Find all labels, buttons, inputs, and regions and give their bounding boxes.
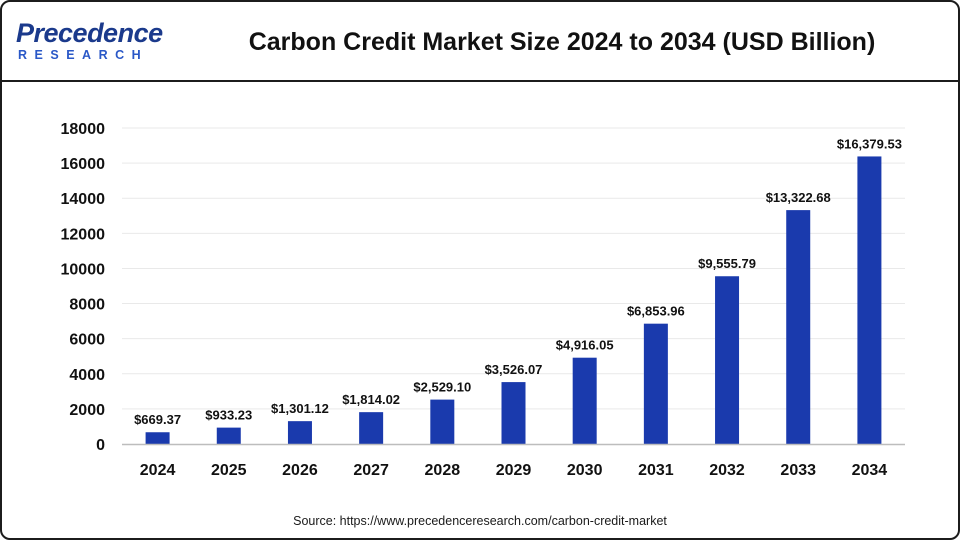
bar xyxy=(430,399,455,444)
data-label: $1,814.02 xyxy=(342,392,400,407)
bar-chart: 0 2000 4000 6000 8000 10000 12000 14000 16000 180… xyxy=(61,121,905,479)
header: Precedence RESEARCH Carbon Credit Market… xyxy=(2,2,958,82)
y-tick-label: 10000 xyxy=(61,261,106,278)
y-tick-label: 18000 xyxy=(61,121,106,138)
x-tick-label: 2026 xyxy=(282,462,318,479)
x-tick-label: 2024 xyxy=(140,462,176,479)
logo-subtitle: RESEARCH xyxy=(18,48,149,62)
bar xyxy=(643,323,668,444)
data-label: $933.23 xyxy=(205,408,252,423)
x-tick-label: 2027 xyxy=(353,462,389,479)
bars xyxy=(145,156,882,444)
logo-wordmark: Precedence xyxy=(16,18,163,48)
data-label: $3,526.07 xyxy=(485,362,543,377)
x-tick-label: 2028 xyxy=(425,462,461,479)
source-citation: Source: https://www.precedenceresearch.c… xyxy=(293,514,667,528)
gridlines xyxy=(122,127,905,410)
bar xyxy=(786,210,811,444)
data-label: $9,555.79 xyxy=(698,256,756,271)
data-label: $16,379.53 xyxy=(837,136,902,151)
x-tick-label: 2030 xyxy=(567,462,603,479)
y-tick-label: 8000 xyxy=(69,297,105,314)
x-tick-label: 2033 xyxy=(780,462,816,479)
bar xyxy=(359,412,384,444)
bar xyxy=(857,156,882,444)
data-label: $669.37 xyxy=(134,412,181,427)
data-label: $6,853.96 xyxy=(627,304,685,319)
x-tick-label: 2032 xyxy=(709,462,745,479)
bar xyxy=(501,382,526,444)
x-tick-label: 2034 xyxy=(852,462,888,479)
y-tick-label: 6000 xyxy=(69,332,105,349)
bar xyxy=(216,427,241,444)
bar xyxy=(287,421,312,444)
y-axis-ticks: 0 2000 4000 6000 8000 10000 12000 14000 16000 180… xyxy=(61,121,106,454)
y-tick-label: 14000 xyxy=(61,191,106,208)
bar xyxy=(572,357,597,444)
bar xyxy=(145,432,170,444)
data-label: $4,916.05 xyxy=(556,338,614,353)
x-tick-label: 2031 xyxy=(638,462,674,479)
data-labels: $669.37 $933.23 $1,301.12 $1,814.02 $2,529.1… xyxy=(134,136,902,427)
chart-title: Carbon Credit Market Size 2024 to 2034 (… xyxy=(248,28,876,56)
bar xyxy=(715,276,740,444)
y-tick-label: 12000 xyxy=(61,226,106,243)
x-tick-label: 2025 xyxy=(211,462,247,479)
x-tick-label: 2029 xyxy=(496,462,532,479)
data-label: $13,322.68 xyxy=(766,190,831,205)
data-label: $2,529.10 xyxy=(413,380,471,395)
y-tick-label: 4000 xyxy=(69,367,105,384)
y-tick-label: 0 xyxy=(96,437,105,454)
y-tick-label: 16000 xyxy=(61,156,106,173)
data-label: $1,301.12 xyxy=(271,401,329,416)
x-axis-ticks: 2024 2025 2026 2027 2028 2029 2030 2031 2032 2033… xyxy=(140,462,888,479)
brand-logo: Precedence RESEARCH xyxy=(16,18,166,64)
y-tick-label: 2000 xyxy=(69,402,105,419)
